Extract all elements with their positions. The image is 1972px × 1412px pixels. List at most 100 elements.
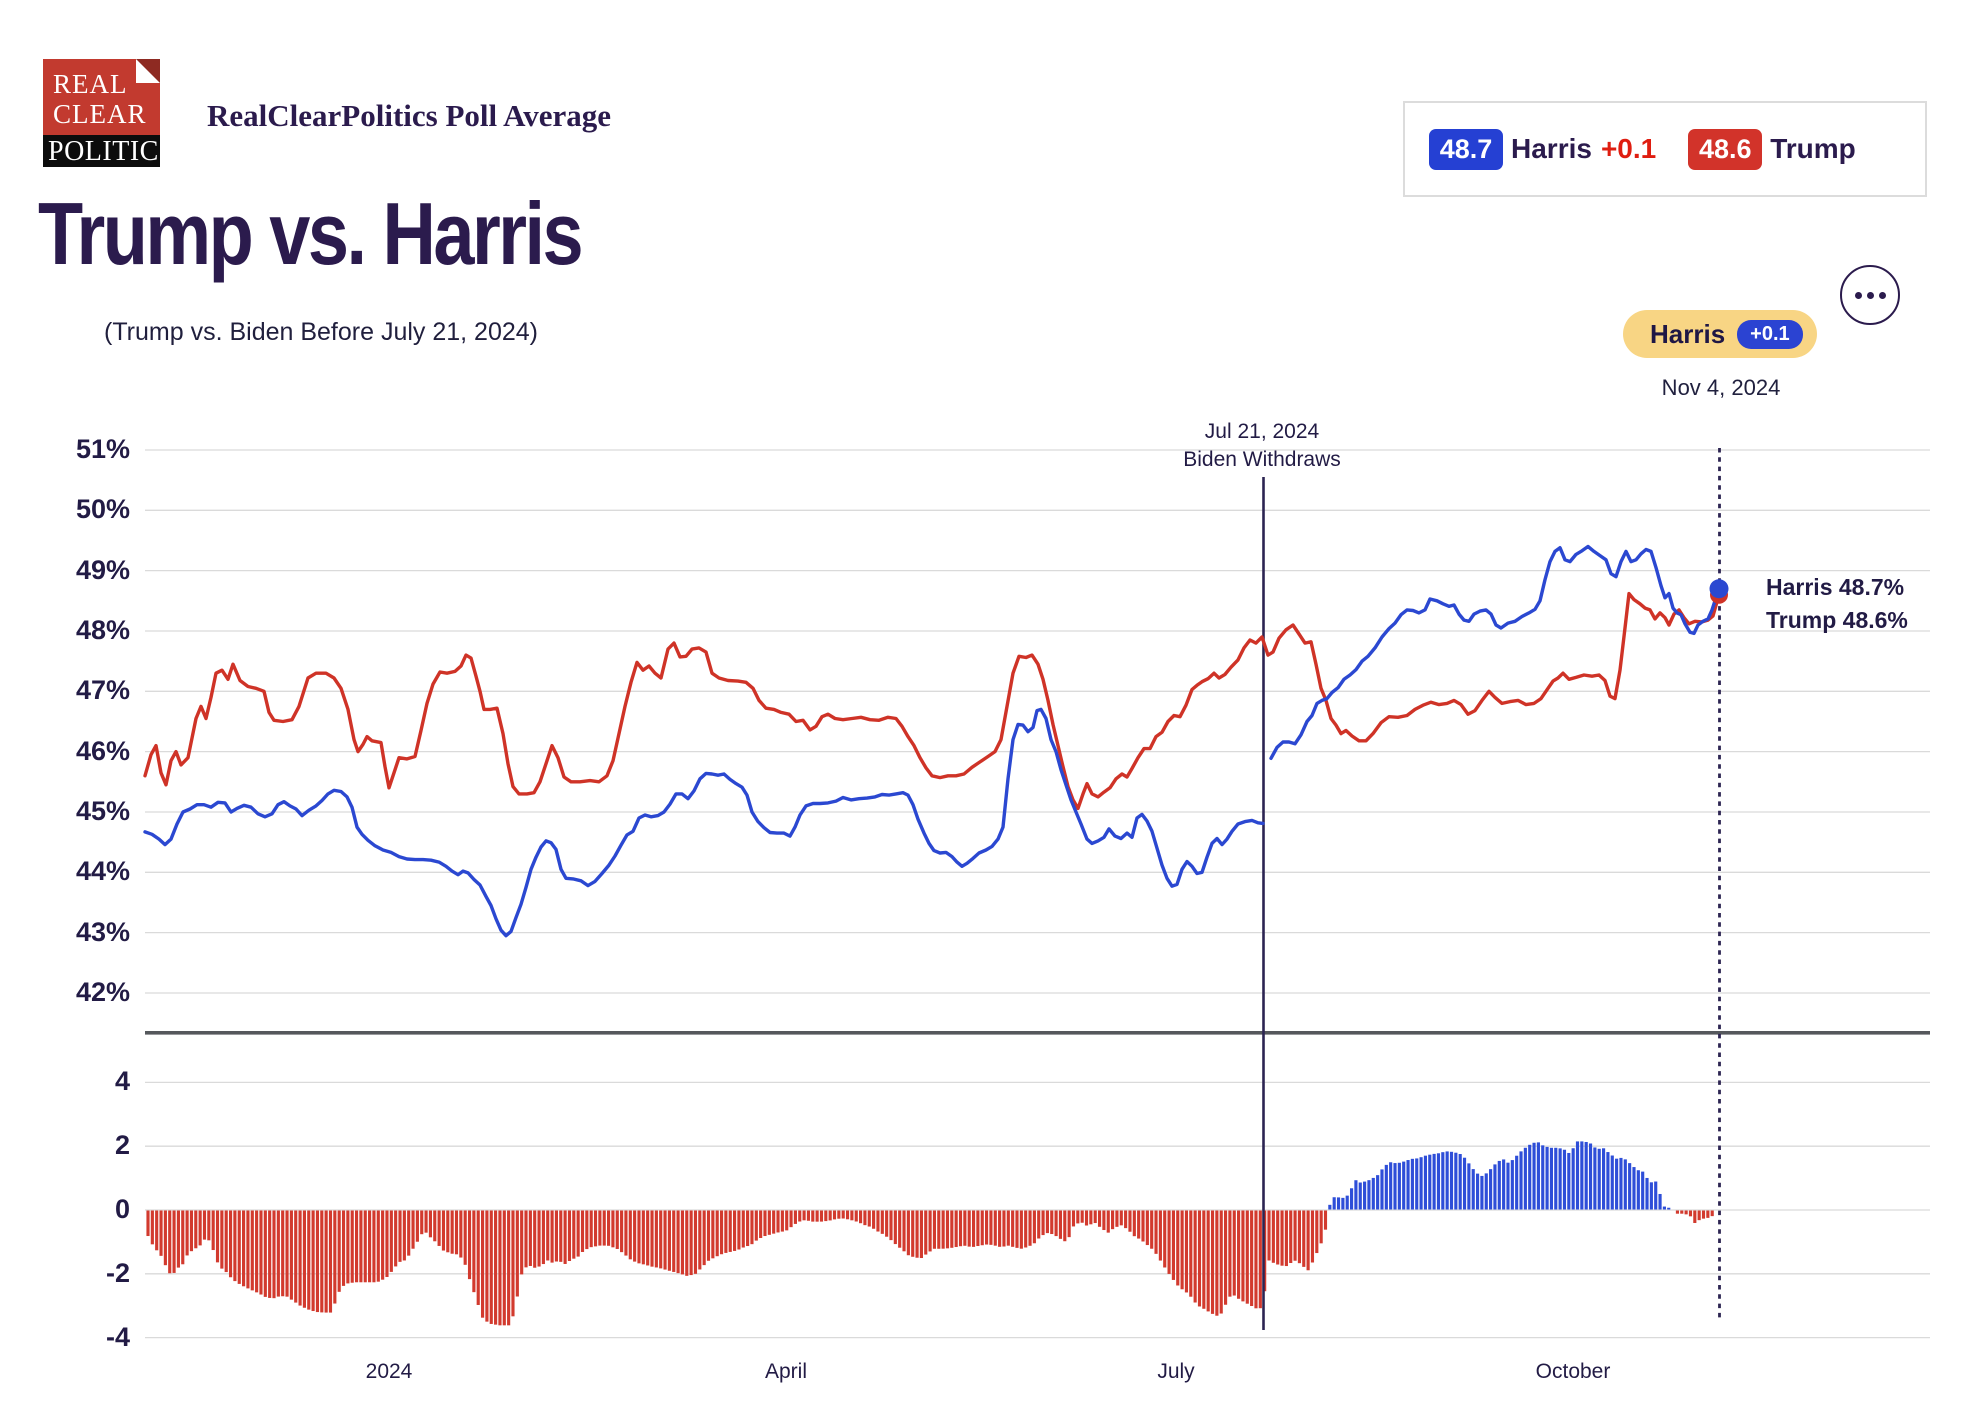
more-menu-button[interactable] [1840, 265, 1900, 325]
spread-bar-positive [1328, 1204, 1332, 1210]
spread-bar-negative [324, 1210, 328, 1313]
spread-bar-positive [1449, 1151, 1454, 1210]
spread-bar-negative [859, 1210, 863, 1224]
leader-pill[interactable]: Harris +0.1 [1623, 310, 1817, 358]
spread-bar-negative [1323, 1210, 1328, 1230]
spread-bar-negative [1071, 1210, 1076, 1227]
spread-bar-negative [1119, 1210, 1123, 1226]
spread-bar-negative [315, 1210, 320, 1313]
spread-bar-negative [667, 1210, 671, 1271]
y-axis-tick-label: 46% [75, 735, 130, 766]
spread-bar-positive [1389, 1162, 1393, 1210]
spread-bar-positive [1619, 1157, 1623, 1210]
spread-bar-negative [1684, 1210, 1688, 1215]
spread-bar-negative [563, 1210, 567, 1264]
spread-bar-negative [168, 1210, 172, 1274]
spread-bar-negative [1150, 1210, 1154, 1249]
spread-bar-positive [1667, 1207, 1671, 1210]
spread-axis-tick-label: 2 [114, 1130, 130, 1161]
harris-end-label: Harris 48.7% [1766, 574, 1905, 600]
spread-bar-negative [333, 1210, 337, 1304]
spread-bar-negative [885, 1210, 889, 1237]
spread-bar-negative [741, 1210, 745, 1248]
spread-bar-negative [1011, 1210, 1015, 1247]
spread-bar-negative [902, 1210, 906, 1252]
spread-bar-negative [1675, 1210, 1680, 1214]
spread-bar-positive [1628, 1163, 1632, 1210]
spread-bar-negative [524, 1210, 528, 1268]
spread-bar-negative [824, 1210, 828, 1222]
spread-bar-positive [1593, 1147, 1597, 1210]
spread-bar-negative [580, 1210, 585, 1252]
spread-bar-negative [1232, 1210, 1236, 1296]
spread-bar-negative [589, 1210, 593, 1248]
spread-bar-negative [593, 1210, 598, 1247]
y-axis-tick-label: 44% [75, 856, 130, 887]
spread-bar-negative [385, 1210, 389, 1277]
spread-bar-negative [711, 1210, 715, 1259]
logo-black-block [43, 135, 160, 167]
spread-bar-negative [441, 1210, 446, 1251]
spread-bar-positive [1467, 1163, 1471, 1210]
spread-bar-negative [1315, 1210, 1319, 1254]
spread-bar-negative [659, 1210, 663, 1269]
spread-bar-negative [663, 1210, 667, 1270]
spread-bar-negative [958, 1210, 963, 1247]
y-axis-tick-label: 42% [75, 976, 130, 1007]
spread-bar-negative [1084, 1210, 1089, 1226]
spread-bar-positive [1419, 1157, 1423, 1210]
spread-bar-negative [537, 1210, 541, 1267]
spread-bar-positive [1432, 1153, 1436, 1210]
spread-bar-positive [1597, 1148, 1601, 1210]
spread-bar-negative [1693, 1210, 1697, 1223]
spread-bar-positive [1489, 1169, 1493, 1210]
spread-bar-negative [950, 1210, 954, 1248]
spread-bar-positive [1588, 1143, 1593, 1210]
spread-bar-negative [1093, 1210, 1097, 1224]
spread-bar-negative [311, 1210, 315, 1312]
spread-bar-negative [798, 1210, 802, 1222]
spread-bar-negative [415, 1210, 419, 1242]
spread-bar-negative [146, 1210, 150, 1237]
spread-bar-positive [1615, 1158, 1619, 1210]
spread-bar-positive [1462, 1157, 1467, 1210]
spread-bar-positive [1428, 1154, 1432, 1210]
spread-bar-negative [998, 1210, 1002, 1247]
spread-bar-positive [1528, 1144, 1532, 1210]
spread-axis-tick-label: -4 [105, 1321, 130, 1352]
spread-bar-negative [528, 1210, 532, 1266]
spread-bar-negative [272, 1210, 276, 1299]
spread-bar-negative [1089, 1210, 1093, 1225]
spread-bar-negative [746, 1210, 750, 1247]
spread-bar-negative [837, 1210, 841, 1219]
spread-bar-negative [454, 1210, 459, 1255]
spread-bar-negative [863, 1210, 867, 1226]
y-axis-tick-label: 49% [75, 554, 130, 585]
spread-bar-positive [1519, 1151, 1523, 1210]
rcp-logo[interactable]: REAL CLEAR POLITICS [43, 59, 174, 167]
spread-bar-positive [1445, 1151, 1449, 1210]
spread-bar-negative [181, 1210, 185, 1265]
spread-bar-negative [281, 1210, 285, 1297]
spread-bar-negative [294, 1210, 298, 1303]
y-axis-tick-label: 45% [75, 795, 130, 826]
spread-bar-negative [650, 1210, 654, 1267]
spread-bar-negative [1106, 1210, 1110, 1233]
spread-bar-positive [1475, 1173, 1480, 1210]
spread-bar-negative [628, 1210, 632, 1260]
spread-bar-negative [437, 1210, 441, 1246]
spread-bar-negative [346, 1210, 350, 1284]
x-axis-month-label: July [1157, 1360, 1195, 1383]
spread-bar-negative [945, 1210, 950, 1249]
spread-bar-negative [1250, 1210, 1254, 1307]
spread-bar-negative [233, 1210, 237, 1282]
leader-change-chip: +0.1 [1737, 319, 1803, 349]
spread-bar-negative [785, 1210, 789, 1231]
spread-bar-positive [1602, 1148, 1606, 1210]
spread-bar-negative [411, 1210, 415, 1249]
spread-bar-positive [1354, 1180, 1358, 1210]
spread-bar-negative [1037, 1210, 1041, 1239]
spread-bar-negative [576, 1210, 580, 1257]
spread-bar-positive [1406, 1160, 1410, 1210]
